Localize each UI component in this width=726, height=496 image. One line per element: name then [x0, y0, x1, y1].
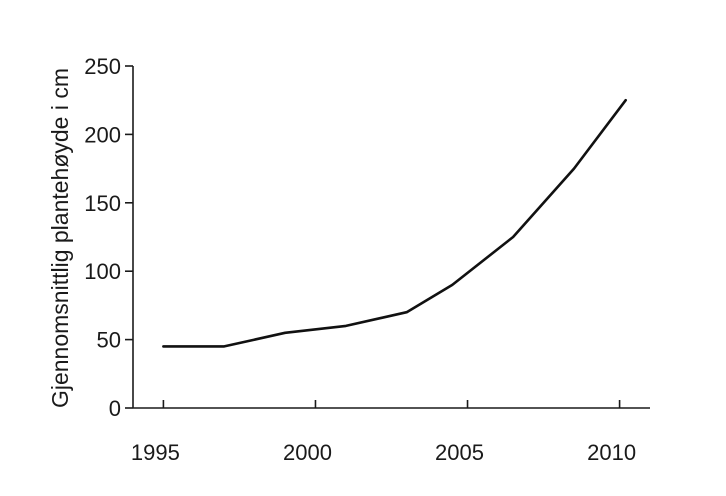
series-line	[162, 98, 628, 348]
y-tick-label: 100	[84, 259, 121, 284]
y-tick-label: 150	[84, 191, 121, 216]
axes	[132, 66, 650, 409]
y-tick-label: 250	[84, 54, 121, 79]
y-tick-label: 200	[84, 122, 121, 147]
ticks: 0 50 100 150 200 250 1995 2000 2005 2010	[84, 54, 636, 465]
y-tick-label: 50	[97, 328, 121, 353]
series	[162, 98, 628, 348]
x-tick-label: 2000	[283, 440, 332, 465]
x-tick-label: 2010	[587, 440, 636, 465]
x-tick-label: 1995	[131, 440, 180, 465]
y-tick-label: 0	[109, 396, 121, 421]
y-axis-title: Gjennomsnittlig plantehøyde i cm	[47, 68, 73, 408]
x-tick-label: 2005	[435, 440, 484, 465]
